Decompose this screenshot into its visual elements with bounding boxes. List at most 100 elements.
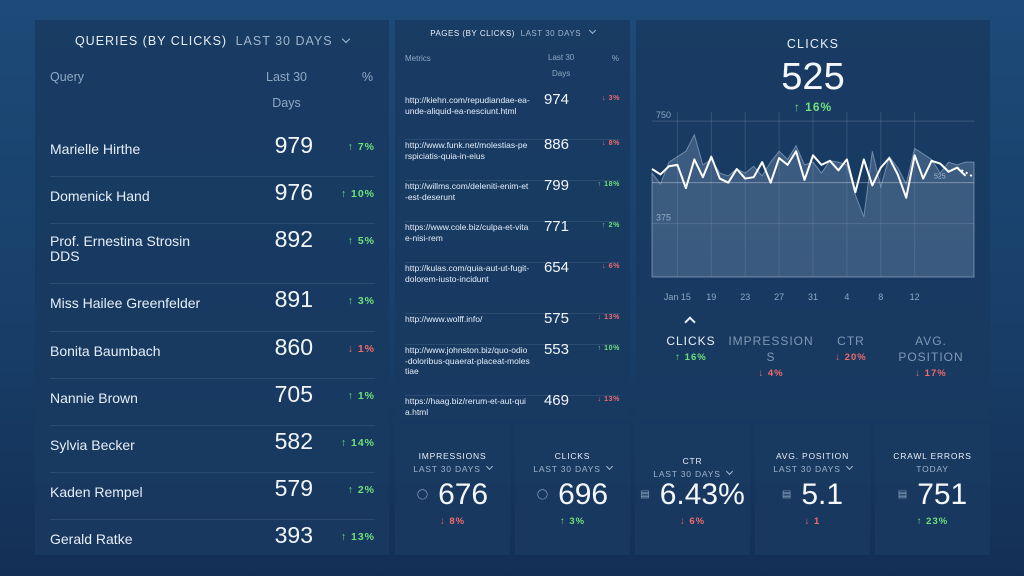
query-row[interactable]: Prof. Ernestina Strosin DDS 892 ↑ 5% (50, 224, 375, 284)
page-url[interactable]: http://willms.com/deleniti-enim-et-est-d… (405, 181, 529, 202)
metric-card-value: 751 (917, 478, 968, 511)
pages-header-pct: % (611, 54, 619, 63)
metric-tab[interactable]: AVG. POSITION ↓ 17% (888, 333, 974, 379)
metric-tab-label: AVG. POSITION (898, 334, 964, 364)
page-row[interactable]: http://www.wolff.info/575 ↓ 13% (405, 310, 620, 345)
metric-card-value-wrap: ◯ 676 (395, 478, 510, 512)
query-clicks: 979 (274, 132, 313, 158)
chevron-down-icon[interactable] (725, 467, 733, 476)
page-change: ↓ 13% (597, 314, 620, 321)
chevron-down-icon[interactable] (341, 34, 351, 44)
query-row[interactable]: Marielle Hirthe 979 ↑ 7% (50, 130, 375, 177)
metric-card-period-label: LAST 30 DAYS (413, 464, 481, 474)
queries-header-clicks: Last 30 Days (266, 64, 307, 116)
chevron-down-icon[interactable] (605, 462, 613, 471)
metric-tab-change: ↓ 20% (835, 352, 867, 363)
page-url[interactable]: https://haag.biz/rerum-et-aut-quia.html (405, 396, 526, 417)
query-name: Bonita Baumbach (50, 343, 161, 359)
chevron-down-icon[interactable] (845, 462, 853, 471)
x-tick-label: 23 (740, 292, 750, 302)
query-row[interactable]: Domenick Hand 976 ↑ 10% (50, 177, 375, 224)
metric-card-change: ↑ 23% (916, 516, 949, 527)
metric-card: CTR LAST 30 DAYS ▤ 6.43% ↓ 6% (635, 425, 750, 555)
metric-card-title: CTR (682, 456, 703, 466)
page-row[interactable]: https://www.cole.biz/culpa-et-vitae-nisi… (405, 218, 620, 263)
query-row[interactable]: Gerald Ratke 393 ↑ 13% (50, 520, 375, 555)
metric-card-period-label: TODAY (916, 464, 949, 474)
query-row[interactable]: Nannie Brown 705 ↑ 1% (50, 379, 375, 426)
query-change: ↑ 7% (347, 141, 375, 153)
chevron-down-icon[interactable] (588, 26, 596, 35)
page-url[interactable]: http://www.funk.net/molestias-perspiciat… (405, 140, 528, 161)
page-row[interactable]: http://www.johnston.biz/quo-odio-dolorib… (405, 341, 620, 396)
queries-title[interactable]: QUERIES (BY CLICKS) LAST 30 DAYS (35, 34, 389, 48)
pages-header-metrics: Metrics (405, 54, 431, 63)
page-row[interactable]: http://willms.com/deleniti-enim-et-est-d… (405, 177, 620, 222)
metric-card-value-wrap: ▤ 6.43% (635, 478, 750, 512)
query-change: ↑ 1% (347, 390, 375, 402)
queries-header-clicks-line2: Days (272, 96, 301, 110)
metric-card-period[interactable]: LAST 30 DAYS (515, 462, 630, 474)
metric-tab[interactable]: IMPRESSION S ↓ 4% (728, 333, 814, 379)
metric-card-title: AVG. POSITION (775, 451, 850, 461)
page-clicks: 575 (543, 310, 569, 327)
metric-tab[interactable]: CTR ↓ 20% (808, 333, 894, 363)
pages-header-clicks-line1: Last 30 (548, 53, 575, 62)
query-name: Miss Hailee Greenfelder (50, 295, 201, 311)
page-row[interactable]: https://haag.biz/rerum-et-aut-quia.html 4… (405, 392, 620, 420)
page-row[interactable]: http://kiehn.com/repudiandae-ea-unde-ali… (405, 91, 620, 140)
page-change: ↓ 6% (602, 263, 620, 270)
query-clicks: 579 (274, 475, 313, 501)
metric-tab[interactable]: CLICKS ↑ 16% (648, 333, 734, 363)
page-row[interactable]: http://www.funk.net/molestias-perspiciat… (405, 136, 620, 181)
page-row[interactable]: http://kulas.com/quia-aut-ut-fugit-dolor… (405, 259, 620, 314)
metric-card-value: 696 (558, 478, 609, 511)
metric-card-change: ↓ 6% (679, 516, 706, 527)
query-row[interactable]: Bonita Baumbach 860 ↓ 1% (50, 332, 375, 379)
metric-tab-label: IMPRESSION S (728, 334, 814, 364)
metric-card-value: 6.43% (659, 478, 745, 511)
metric-card-period[interactable]: TODAY (875, 464, 990, 474)
metric-card-value: 676 (438, 478, 489, 511)
pages-title-label: PAGES (BY CLICKS) (430, 29, 515, 38)
clicks-chart-value: 525 (781, 56, 845, 98)
metric-card-period[interactable]: LAST 30 DAYS (395, 462, 510, 474)
clicks-chart-change: ↑ 16% (793, 100, 833, 114)
x-tick-label: 12 (910, 292, 920, 302)
page-url[interactable]: http://www.wolff.info/ (405, 314, 483, 324)
query-row[interactable]: Kaden Rempel 579 ↑ 2% (50, 473, 375, 520)
page-url[interactable]: http://kiehn.com/repudiandae-ea-unde-ali… (405, 95, 530, 116)
y-tick-label: 375 (656, 213, 671, 223)
query-clicks: 393 (274, 522, 313, 548)
briefcase-icon: ▤ (897, 489, 908, 500)
page-clicks: 469 (543, 392, 569, 409)
page-clicks: 654 (543, 259, 569, 276)
page-clicks: 553 (543, 341, 569, 358)
page-url[interactable]: https://www.cole.biz/culpa-et-vitae-nisi… (405, 222, 529, 243)
page-clicks: 886 (543, 136, 569, 153)
metric-card-period[interactable]: LAST 30 DAYS (635, 467, 750, 479)
query-row[interactable]: Miss Hailee Greenfelder 891 ↑ 3% (50, 284, 375, 332)
queries-title-label: QUERIES (BY CLICKS) (74, 34, 228, 48)
query-change: ↑ 10% (340, 188, 375, 200)
chevron-down-icon[interactable] (485, 462, 493, 471)
user-icon: ◯ (536, 489, 549, 500)
briefcase-icon: ▤ (640, 489, 650, 500)
query-name: Nannie Brown (50, 390, 138, 406)
pages-title[interactable]: PAGES (BY CLICKS) LAST 30 DAYS (395, 26, 630, 38)
query-change: ↓ 1% (347, 343, 375, 355)
query-clicks: 976 (274, 179, 313, 205)
page-change: ↑ 10% (597, 345, 620, 352)
page-url[interactable]: http://kulas.com/quia-aut-ut-fugit-dolor… (405, 263, 530, 284)
query-row[interactable]: Sylvia Becker 582 ↑ 14% (50, 426, 375, 473)
metric-card-period[interactable]: LAST 30 DAYS (755, 462, 870, 474)
page-clicks: 974 (543, 91, 569, 108)
metric-card-title: CRAWL ERRORS (893, 451, 972, 461)
metric-card: AVG. POSITION LAST 30 DAYS ▤ 5.1 ↓ 1 (755, 425, 870, 555)
queries-panel: QUERIES (BY CLICKS) LAST 30 DAYS Query L… (35, 20, 389, 555)
pages-header-clicks-line2: Days (552, 69, 571, 78)
metric-card-value: 5.1 (801, 478, 844, 511)
user-icon: ◯ (416, 489, 429, 500)
query-change: ↑ 3% (347, 295, 375, 307)
page-url[interactable]: http://www.johnston.biz/quo-odio-dolorib… (405, 345, 530, 376)
